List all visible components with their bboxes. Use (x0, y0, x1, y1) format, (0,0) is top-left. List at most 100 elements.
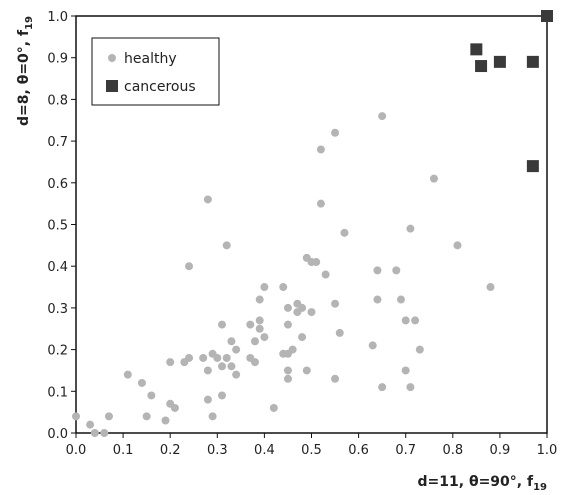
healthy-point (373, 295, 382, 304)
healthy-point (104, 412, 113, 421)
cancerous-point (526, 160, 539, 173)
healthy-point (255, 295, 264, 304)
x-axis-title-main: d=11, θ=90°, f (418, 474, 534, 490)
healthy-point (170, 403, 179, 412)
y-tick-label: 0.1 (47, 385, 68, 400)
healthy-point (298, 303, 307, 312)
healthy-point (396, 295, 405, 304)
healthy-point (486, 283, 495, 292)
healthy-point (142, 412, 151, 421)
healthy-point (401, 316, 410, 325)
healthy-point (392, 266, 401, 275)
x-axis-title: d=11, θ=90°, f19 (418, 474, 548, 493)
cancerous-point (470, 43, 483, 56)
healthy-point (137, 378, 146, 387)
healthy-point (72, 412, 80, 421)
healthy-point (260, 283, 269, 292)
healthy-point (260, 333, 269, 342)
healthy-point (185, 262, 194, 271)
healthy-point (316, 145, 325, 154)
x-tick-label: 0.2 (160, 443, 181, 458)
healthy-point (199, 353, 208, 362)
x-tick-label: 0.5 (301, 443, 322, 458)
healthy-point (90, 429, 99, 437)
healthy-point (288, 345, 297, 354)
healthy-point (86, 420, 95, 429)
healthy-point (331, 374, 340, 383)
healthy-point (255, 324, 264, 333)
y-tick-label: 0.3 (47, 302, 68, 317)
healthy-point (250, 337, 259, 346)
y-axis-title-main: d=8, θ=0°, f (16, 29, 32, 126)
healthy-point (269, 403, 278, 412)
x-tick-label: 0.9 (490, 443, 511, 458)
healthy-point (406, 383, 415, 392)
y-tick-label: 0.9 (47, 52, 68, 67)
x-tick-label: 0.1 (113, 443, 134, 458)
healthy-point (123, 370, 132, 379)
healthy-point (373, 266, 382, 275)
y-tick-label: 1.0 (47, 10, 68, 25)
healthy-point (222, 353, 231, 362)
data-points (72, 10, 553, 437)
healthy-point (227, 362, 236, 371)
healthy-point (312, 258, 321, 267)
healthy-point (255, 316, 264, 325)
healthy-point (213, 353, 222, 362)
y-tick-label: 0.7 (47, 135, 68, 150)
healthy-point (453, 241, 462, 250)
healthy-point (203, 366, 212, 375)
healthy-point (316, 199, 325, 208)
healthy-point (218, 391, 227, 400)
healthy-point (279, 283, 288, 292)
healthy-point (203, 195, 212, 204)
healthy-point (283, 303, 292, 312)
y-axis-ticks: 0.0 0.1 0.2 0.3 0.4 0.5 0.6 0.7 0.8 0.9 1.0 (47, 10, 76, 442)
healthy-point (203, 395, 212, 404)
y-axis-title: d=8, θ=0°, f19 (16, 16, 35, 126)
healthy-point (166, 358, 175, 367)
healthy-point (147, 391, 156, 400)
healthy-point (100, 429, 109, 437)
legend-cancerous-marker (106, 80, 118, 92)
y-tick-label: 0.0 (47, 427, 68, 442)
healthy-point (283, 320, 292, 329)
healthy-point (185, 353, 194, 362)
healthy-point (250, 358, 259, 367)
y-tick-label: 0.2 (47, 344, 68, 359)
healthy-point (232, 370, 241, 379)
healthy-point (208, 412, 217, 421)
y-tick-label: 0.6 (47, 177, 68, 192)
healthy-point (218, 320, 227, 329)
healthy-point (298, 333, 307, 342)
healthy-point (331, 299, 340, 308)
healthy-point (302, 366, 311, 375)
healthy-point (335, 328, 344, 337)
legend-healthy-marker (108, 54, 116, 62)
legend: healthy cancerous (91, 37, 220, 106)
healthy-point (401, 366, 410, 375)
y-tick-label: 0.4 (47, 260, 68, 275)
healthy-point (340, 228, 349, 237)
healthy-point (406, 224, 415, 233)
cancerous-point (526, 55, 539, 68)
cancerous-point (541, 10, 553, 22)
y-axis-title-subscript: 19 (24, 16, 35, 30)
healthy-point (331, 128, 340, 137)
x-tick-label: 0.3 (207, 443, 228, 458)
healthy-point (222, 241, 231, 250)
y-tick-label: 0.5 (47, 219, 68, 234)
healthy-point (368, 341, 377, 350)
healthy-point (232, 345, 241, 354)
healthy-point (161, 416, 170, 425)
healthy-point (307, 308, 316, 317)
legend-cancerous-label: cancerous (124, 79, 196, 95)
x-axis-title-subscript: 19 (533, 482, 547, 493)
x-tick-label: 1.0 (537, 443, 558, 458)
x-tick-label: 0.0 (66, 443, 87, 458)
healthy-point (246, 320, 255, 329)
healthy-point (283, 374, 292, 383)
x-tick-label: 0.4 (254, 443, 275, 458)
x-tick-label: 0.8 (442, 443, 463, 458)
